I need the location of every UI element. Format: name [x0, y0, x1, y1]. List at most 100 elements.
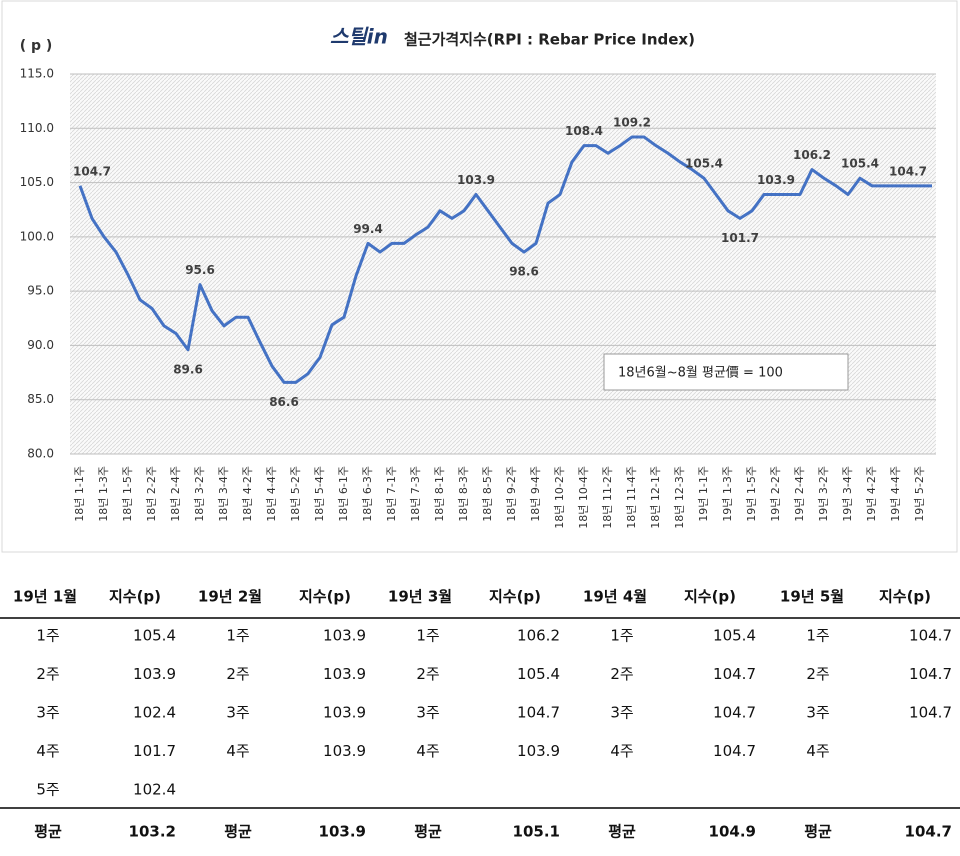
x-tick-label: 18년 9-2주 [505, 466, 518, 522]
data-label: 104.7 [889, 164, 927, 178]
table-week: 2주 [226, 665, 249, 683]
x-tick-label: 18년 6-3주 [361, 466, 374, 522]
data-label: 105.4 [841, 157, 879, 171]
x-tick-label: 18년 10-4주 [577, 466, 590, 529]
table-week: 4주 [416, 742, 439, 760]
table-week: 1주 [416, 627, 439, 645]
table-value: 101.7 [133, 742, 176, 760]
table-header: 19년 4월 [583, 588, 647, 606]
series-line [78, 135, 932, 384]
data-label: 104.7 [73, 164, 111, 178]
table-week: 2주 [36, 665, 59, 683]
table-value: 103.9 [517, 742, 560, 760]
y-tick-label: 80.0 [27, 447, 54, 461]
table-week: 1주 [610, 627, 633, 645]
plot-area [70, 74, 936, 454]
x-tick-label: 18년 11-2주 [601, 466, 614, 529]
x-tick-label: 18년 1-1주 [73, 466, 86, 522]
table-week: 2주 [806, 665, 829, 683]
x-tick-label: 18년 3-4주 [217, 466, 230, 522]
table-value: 103.9 [323, 665, 366, 683]
table-value: 104.7 [713, 704, 756, 722]
table-footer: 103.9 [319, 823, 366, 841]
data-label: 86.6 [269, 395, 299, 409]
y-tick-label: 95.0 [27, 284, 54, 298]
x-tick-label: 18년 4-4주 [265, 466, 278, 522]
table-value: 102.4 [133, 704, 176, 722]
table-week: 3주 [226, 704, 249, 722]
table-header: 지수(p) [489, 588, 541, 606]
table-value: 104.7 [713, 665, 756, 683]
x-tick-label: 18년 7-1주 [385, 466, 398, 522]
y-tick-label: 105.0 [20, 175, 54, 189]
table-week: 5주 [36, 781, 59, 799]
table-week: 4주 [610, 742, 633, 760]
x-tick-label: 18년 12-3주 [673, 466, 686, 529]
x-tick-label: 19년 3-4주 [841, 466, 854, 522]
y-tick-label: 90.0 [27, 338, 54, 352]
table-week: 1주 [36, 627, 59, 645]
table-value: 103.9 [323, 704, 366, 722]
chart-title: 철근가격지수(RPI : Rebar Price Index) [404, 31, 695, 49]
table-header: 19년 3월 [388, 588, 452, 606]
table-header: 지수(p) [299, 588, 351, 606]
table-value: 104.7 [909, 627, 952, 645]
y-tick-label: 100.0 [20, 229, 54, 243]
x-tick-label: 18년 7-3주 [409, 466, 422, 522]
table-week: 3주 [610, 704, 633, 722]
table-header: 19년 1월 [13, 588, 77, 606]
table-value: 104.7 [909, 665, 952, 683]
table-header: 19년 2월 [198, 588, 262, 606]
x-tick-label: 19년 4-2주 [865, 466, 878, 522]
table-footer: 평균 [34, 823, 62, 841]
table-footer: 103.2 [129, 823, 176, 841]
table-week: 4주 [806, 742, 829, 760]
table-value: 104.7 [909, 704, 952, 722]
x-tick-label: 18년 5-4주 [313, 466, 326, 522]
data-label: 98.6 [509, 265, 539, 279]
x-tick-label: 18년 3-2주 [193, 466, 206, 522]
data-label: 89.6 [173, 362, 203, 376]
data-label: 103.9 [457, 173, 495, 187]
x-tick-label: 18년 12-1주 [649, 466, 662, 529]
data-label: 106.2 [793, 148, 831, 162]
x-tick-label: 19년 4-4주 [889, 466, 902, 522]
table-week: 1주 [806, 627, 829, 645]
y-tick-label: 110.0 [20, 121, 54, 135]
table-value: 105.4 [133, 627, 176, 645]
x-tick-label: 18년 9-4주 [529, 466, 542, 522]
x-tick-label: 19년 1-5주 [745, 466, 758, 522]
x-tick-label: 19년 1-3주 [721, 466, 734, 522]
table-footer: 105.1 [513, 823, 560, 841]
table-week: 4주 [36, 742, 59, 760]
x-tick-label: 19년 5-2주 [913, 466, 926, 522]
y-axis-label: ( p ) [20, 38, 53, 54]
table-week: 2주 [610, 665, 633, 683]
logo: 스틸in [330, 25, 388, 49]
data-label: 105.4 [685, 157, 723, 171]
x-tick-label: 19년 2-2주 [769, 466, 782, 522]
x-tick-label: 18년 1-5주 [121, 466, 134, 522]
x-tick-label: 18년 8-1주 [433, 466, 446, 522]
table-week: 4주 [226, 742, 249, 760]
x-tick-label: 18년 11-4주 [625, 466, 638, 529]
table-week: 3주 [36, 704, 59, 722]
table-header: 지수(p) [879, 588, 931, 606]
data-label: 95.6 [185, 263, 215, 277]
table-value: 106.2 [517, 627, 560, 645]
x-tick-label: 18년 8-5주 [481, 466, 494, 522]
table-week: 1주 [226, 627, 249, 645]
x-tick-label: 18년 1-3주 [97, 466, 110, 522]
table-footer: 104.7 [905, 823, 952, 841]
table-value: 105.4 [713, 627, 756, 645]
table-header: 지수(p) [109, 588, 161, 606]
x-tick-label: 19년 2-4주 [793, 466, 806, 522]
table-value: 104.7 [713, 742, 756, 760]
data-label: 108.4 [565, 124, 603, 138]
data-label: 103.9 [757, 173, 795, 187]
table-value: 103.9 [323, 742, 366, 760]
table-week: 3주 [416, 704, 439, 722]
table-week: 2주 [416, 665, 439, 683]
annotation: 18년6월~8월 평균價 = 100 [618, 366, 783, 381]
